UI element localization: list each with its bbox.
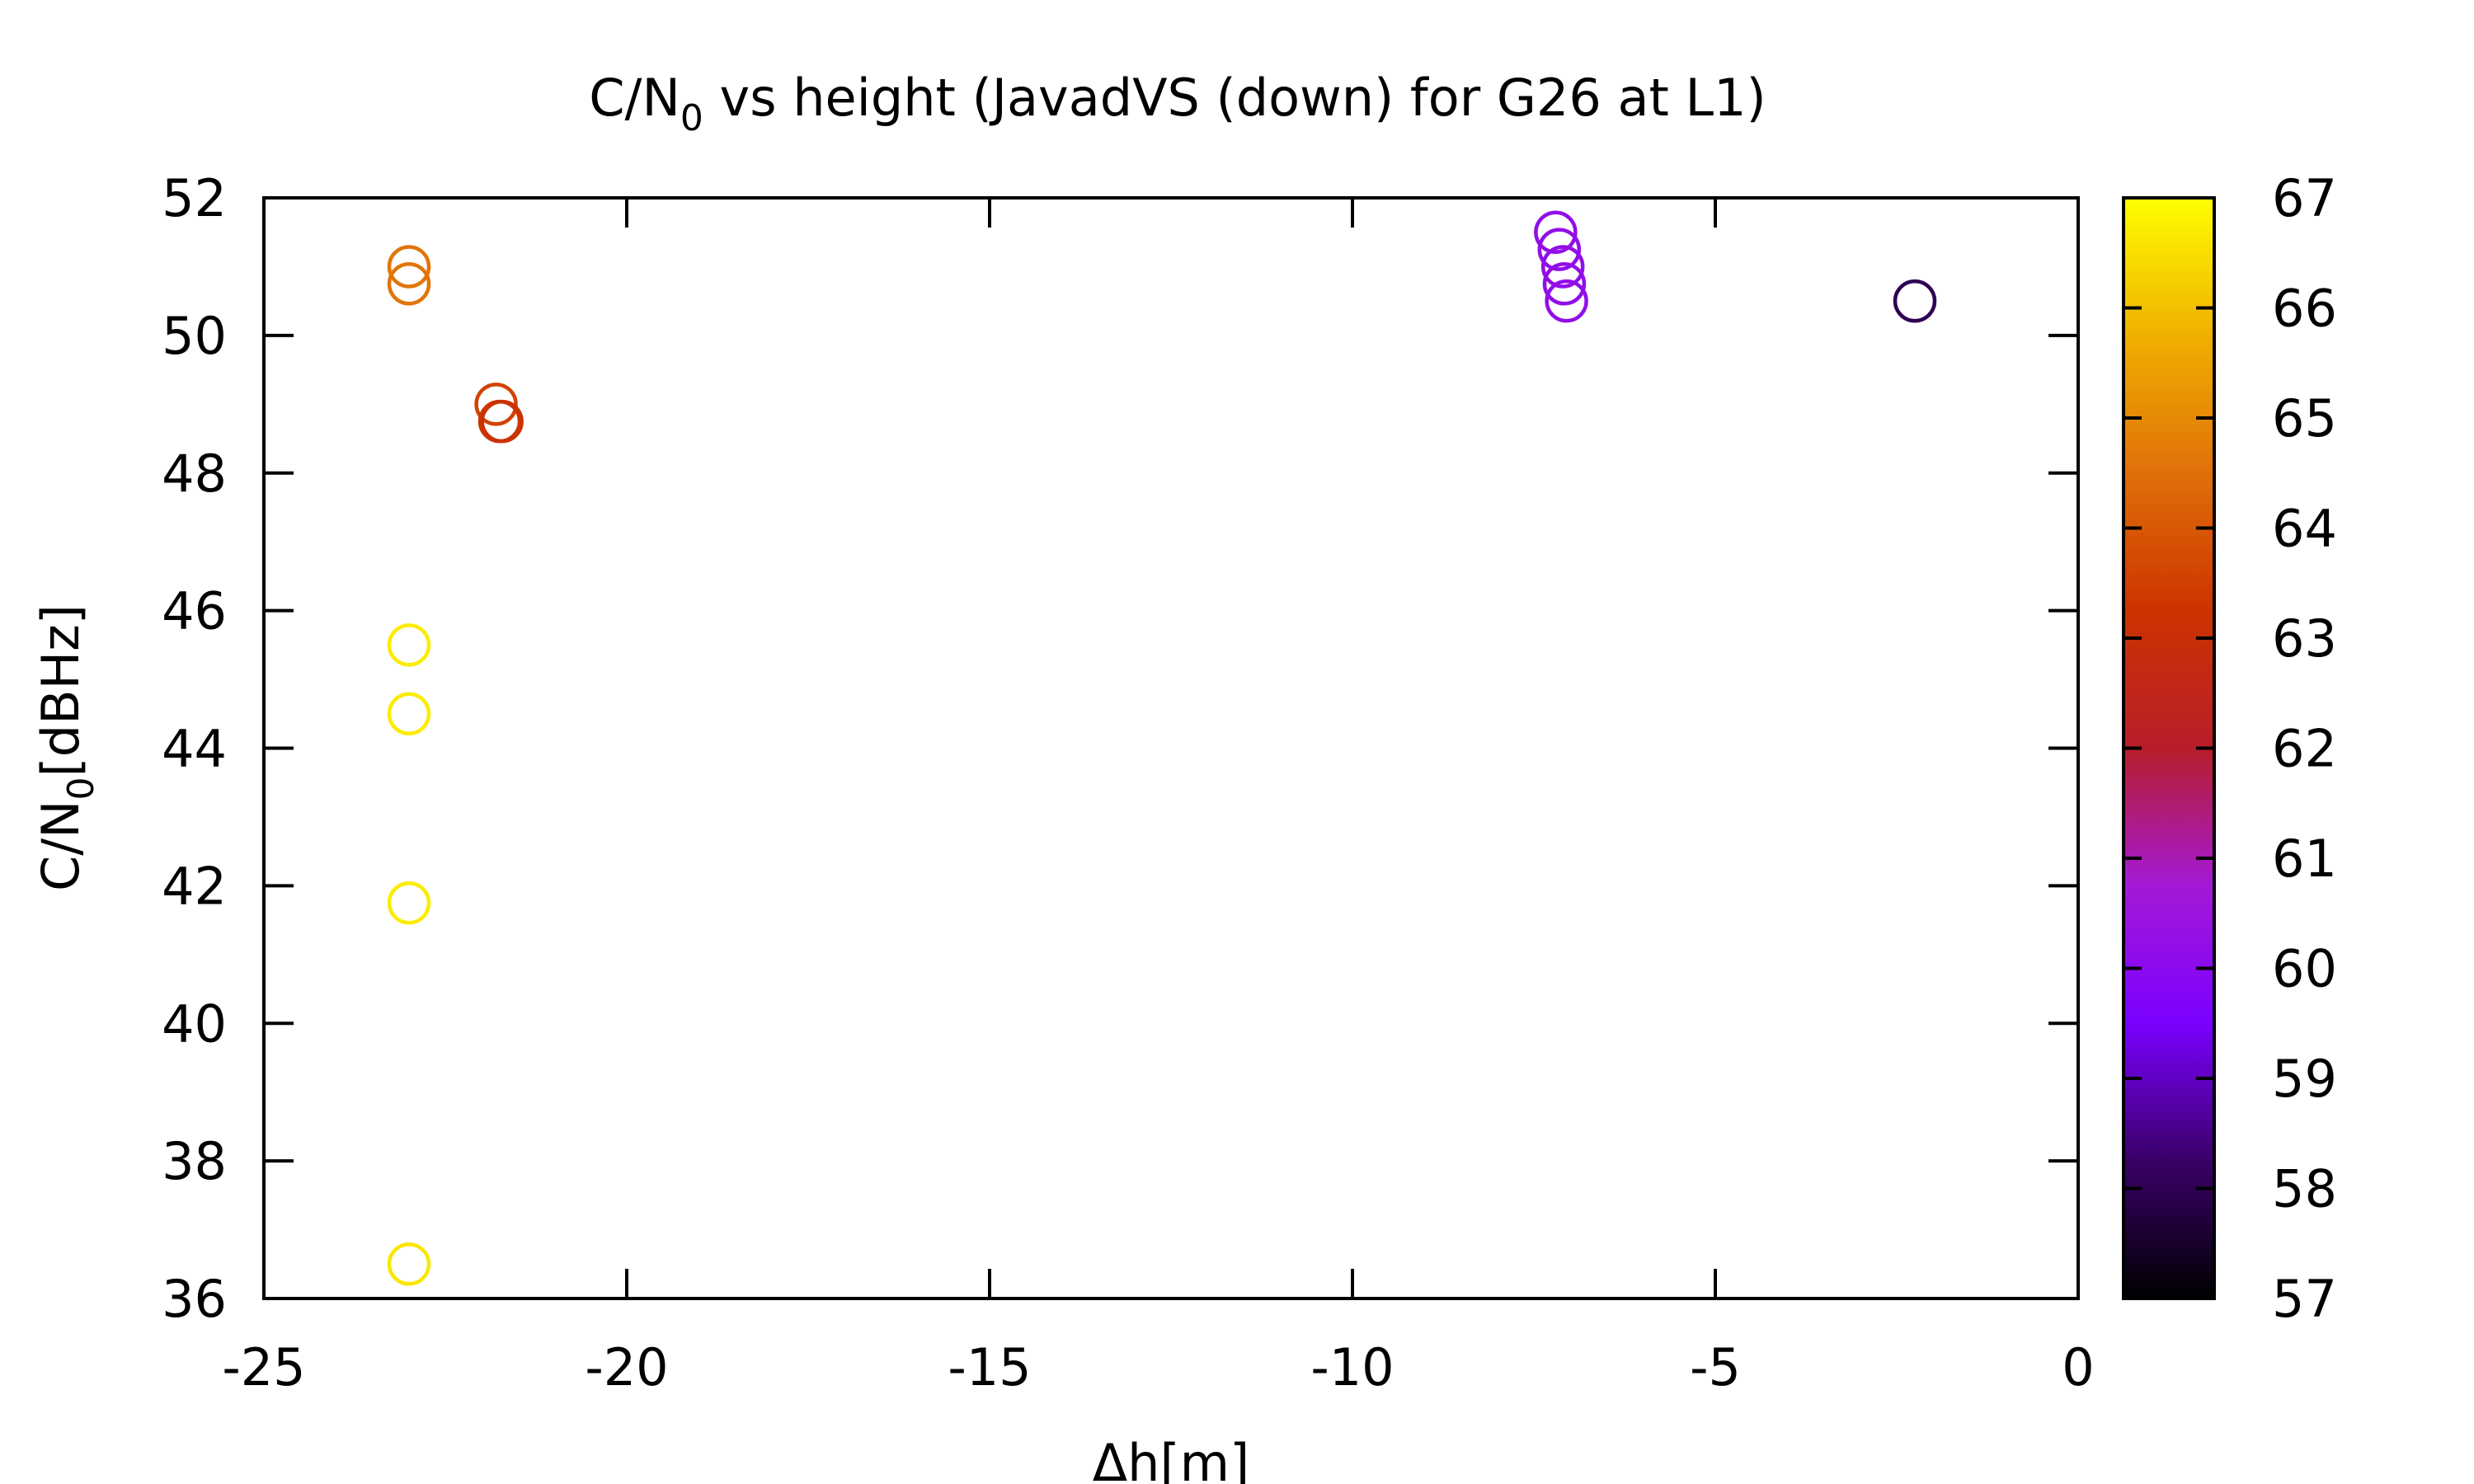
y-tick-label: 46 <box>162 581 227 641</box>
colorbar-tick-label: 64 <box>2272 499 2337 559</box>
data-point <box>480 399 524 444</box>
x-tick-label: -25 <box>222 1337 305 1397</box>
data-point <box>387 692 431 736</box>
y-tick-label: 42 <box>162 856 227 916</box>
data-point <box>1545 279 1588 323</box>
x-tick-label: -5 <box>1690 1337 1741 1397</box>
data-points <box>387 210 1937 1286</box>
y-tick-label: 36 <box>162 1269 227 1329</box>
y-axis-ticks: 36 38 40 42 44 46 48 50 52 <box>162 168 2078 1329</box>
colorbar-tick-label: 67 <box>2272 168 2337 228</box>
y-tick-label: 48 <box>162 444 227 504</box>
data-point <box>387 881 431 925</box>
colorbar-tick-label: 65 <box>2272 388 2337 448</box>
colorbar-tick-label: 60 <box>2272 939 2337 999</box>
data-point <box>387 623 431 667</box>
data-point <box>474 383 518 426</box>
colorbar-tick-label: 57 <box>2272 1269 2337 1329</box>
data-point <box>1540 245 1585 289</box>
colorbar-tick-label: 63 <box>2272 608 2337 669</box>
data-point <box>387 262 431 306</box>
colorbar-tick-label: 58 <box>2272 1159 2337 1219</box>
chart-title: C/N0 vs height (JavadVS (down) for G26 a… <box>589 68 1766 139</box>
colorbar-tick-label: 61 <box>2272 829 2337 889</box>
y-tick-label: 44 <box>162 719 227 779</box>
data-point <box>1893 279 1937 323</box>
plot-area-frame <box>262 196 2080 1300</box>
data-point <box>1542 262 1587 306</box>
colorbar-tick-label: 62 <box>2272 719 2337 779</box>
colorbar-ticks: 57 58 59 60 61 62 63 64 65 66 67 <box>2124 168 2337 1329</box>
x-axis-ticks: -25 -20 -15 -10 -5 0 <box>222 198 2095 1397</box>
colorbar-tick-label: 59 <box>2272 1049 2337 1109</box>
data-point <box>387 1242 431 1286</box>
y-tick-label: 52 <box>162 168 227 228</box>
y-axis-title: C/N0[dBHz] <box>31 604 102 891</box>
x-axis-title: Δh[m] <box>1093 1433 1249 1484</box>
x-tick-label: 0 <box>2062 1337 2094 1397</box>
y-tick-label: 38 <box>162 1131 227 1191</box>
y-tick-label: 40 <box>162 993 227 1054</box>
data-point <box>1534 210 1578 254</box>
colorbar-tick-label: 66 <box>2272 279 2337 339</box>
x-tick-label: -15 <box>948 1337 1031 1397</box>
x-tick-label: -10 <box>1310 1337 1394 1397</box>
data-point <box>387 245 431 289</box>
x-tick-label: -20 <box>585 1337 668 1397</box>
data-point <box>1537 228 1582 271</box>
y-tick-label: 50 <box>162 306 227 366</box>
